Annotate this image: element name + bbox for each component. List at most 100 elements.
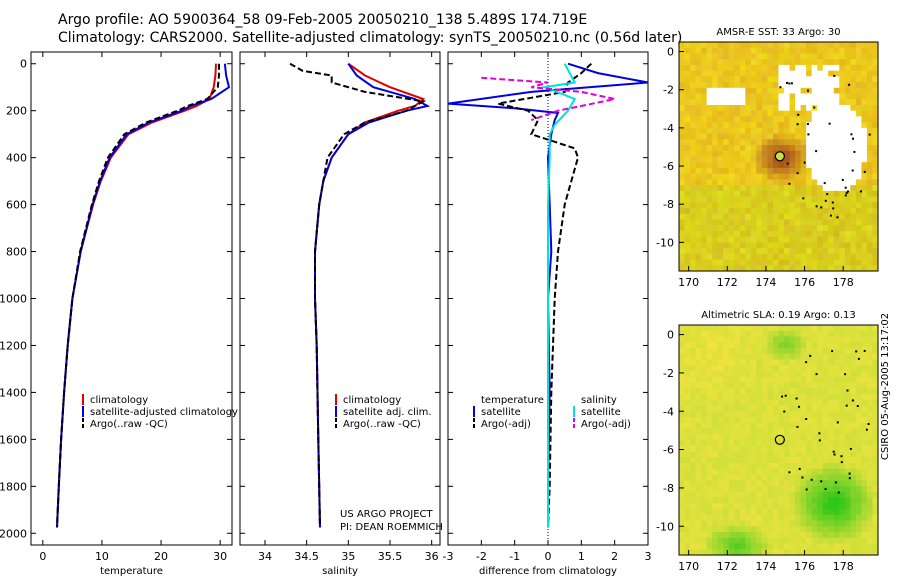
sla_map-coast-dot: [844, 373, 847, 376]
temperature-xlabel: temperature: [100, 566, 163, 577]
difference-xtick-label: -2: [476, 550, 487, 563]
sst_map-coast-dot: [852, 137, 854, 140]
sla_map-coast-dot: [809, 354, 812, 357]
diff-legend-entry: satellite: [581, 407, 621, 418]
sst_map-coast-dot: [851, 169, 854, 172]
temperature-xtick-label: 20: [154, 550, 168, 563]
sst_map-coast-dot: [832, 207, 835, 210]
sla_map-xtick-label: 178: [833, 560, 854, 573]
difference-xtick-label: -3: [443, 550, 454, 563]
sla_map-coast-dot: [801, 476, 804, 479]
depth-tick-label: 1400: [0, 386, 27, 399]
sst_map-coast-dot: [786, 162, 789, 165]
figure-title-line1: Argo profile: AO 5900364_58 09-Feb-2005 …: [58, 12, 588, 28]
difference-xtick-label: 0: [545, 550, 552, 563]
sst_map-coast-dot: [779, 86, 782, 89]
temperature-xtick-label: 0: [39, 550, 46, 563]
sst_map-coast-dot: [790, 82, 793, 85]
pi-annotation: PI: DEAN ROEMMICH: [340, 522, 443, 533]
sst_map-coast-dot: [824, 199, 827, 202]
sst_map-coast-dot: [807, 89, 809, 92]
sst_map-coast-dot: [796, 123, 799, 126]
diff-legend-salinity-header: salinity: [581, 395, 617, 406]
sst_map-coast-dot: [803, 161, 806, 164]
sst_map-coast-dot: [788, 82, 791, 85]
salinity-series-satellite: [314, 63, 431, 528]
sst_map-coast-dot: [828, 122, 831, 125]
sla_map-coast-dot: [818, 432, 821, 435]
salinity-xtick-label: 36: [425, 550, 439, 563]
difference-xtick-label: 1: [578, 550, 585, 563]
depth-tick-label: 1200: [0, 339, 27, 352]
diff-legend-entry: Argo(-adj): [481, 419, 531, 430]
sla_map-coast-dot: [836, 421, 839, 424]
diff-legend-temperature-header: temperature: [481, 395, 544, 406]
sst_map-coast-dot: [807, 133, 810, 136]
difference-xtick-label: 3: [645, 550, 652, 563]
sst_map-coast-dot: [847, 190, 849, 193]
sla_map-ytick-label: -10: [656, 520, 674, 533]
sst_map-ytick-label: -4: [663, 122, 674, 135]
sla_map-ytick-label: -6: [663, 444, 674, 457]
sst_map-heatmap: [679, 42, 879, 272]
sla_map-coast-dot: [820, 480, 823, 483]
sla_map-coast-dot: [848, 472, 851, 475]
sla_map-coast-dot: [796, 425, 799, 428]
sst_map-coast-dot: [850, 133, 853, 136]
difference-xtick-label: 2: [611, 550, 618, 563]
sst_map-coast-dot: [797, 113, 800, 116]
sst_map-ytick-label: -6: [663, 160, 674, 173]
sla_map-coast-dot: [848, 477, 851, 480]
diff-legend-entry: Argo(-adj): [581, 419, 631, 430]
sst_map-coast-dot: [802, 197, 805, 200]
sla_map-coast-dot: [831, 350, 834, 353]
depth-tick-label: 2000: [0, 527, 27, 540]
sla_map-coast-dot: [837, 491, 840, 494]
temperature-series-argo: [56, 63, 220, 528]
sla_map-title: Altimetric SLA: 0.19 Argo: 0.13: [701, 310, 856, 321]
sst_map-coast-dot: [815, 205, 818, 208]
sst_map-coast-dot: [844, 186, 847, 189]
sst_map-ytick-label: 0: [667, 46, 674, 59]
sst_map-title: AMSR-E SST: 33 Argo: 30: [716, 27, 840, 38]
sla_map-coast-dot: [845, 404, 848, 407]
sla_map-frame: [678, 324, 879, 556]
temp-legend-entry: satellite-adjusted climatology: [90, 407, 238, 418]
sla_map-coast-dot: [788, 471, 791, 474]
sla_map-coast-dot: [855, 350, 858, 353]
depth-tick-label: 800: [6, 246, 27, 259]
sal-legend-entry: satellite adj. clim.: [343, 407, 432, 418]
sla_map-coast-dot: [865, 428, 868, 431]
sst_map-coast-dot: [853, 150, 856, 153]
sst_map-coast-dot: [815, 150, 818, 153]
salinity-series-argo: [289, 62, 427, 528]
difference-series-sal-argo: [481, 76, 615, 122]
sst_map-coast-dot: [786, 81, 788, 84]
sst_map-coast-dot: [813, 106, 816, 109]
sla_map-coast-dot: [832, 450, 835, 453]
sla_map-coast-dot: [805, 488, 808, 491]
sst_map-xtick-label: 176: [794, 276, 815, 289]
sla_map-coast-dot: [795, 397, 798, 400]
salinity-xtick-label: 35: [341, 550, 355, 563]
salinity-frame: [239, 51, 441, 546]
sla_map-coast-dot: [840, 461, 843, 464]
temperature-frame: [30, 51, 233, 546]
temp-legend-entry: Argo(..raw -QC): [90, 419, 168, 430]
sst_map-coast-dot: [829, 214, 832, 217]
sst_map-coast-dot: [820, 206, 823, 209]
sst_map-coast-dot: [845, 191, 848, 194]
sla_map-xtick-label: 176: [794, 560, 815, 573]
depth-tick-label: 200: [6, 105, 27, 118]
sla_map-coast-dot: [805, 418, 808, 420]
salinity-xtick-label: 34.5: [294, 550, 319, 563]
sla_map-coast-dot: [867, 423, 870, 425]
depth-tick-label: 600: [6, 199, 27, 212]
sst_map-xtick-label: 178: [833, 276, 854, 289]
sla_map-coast-dot: [851, 399, 854, 402]
sla_map-xtick-label: 174: [755, 560, 776, 573]
sst_map-coast-dot: [788, 182, 791, 185]
sla_map-heatmap: [679, 325, 879, 556]
sst_map-xtick-label: 172: [717, 276, 738, 289]
